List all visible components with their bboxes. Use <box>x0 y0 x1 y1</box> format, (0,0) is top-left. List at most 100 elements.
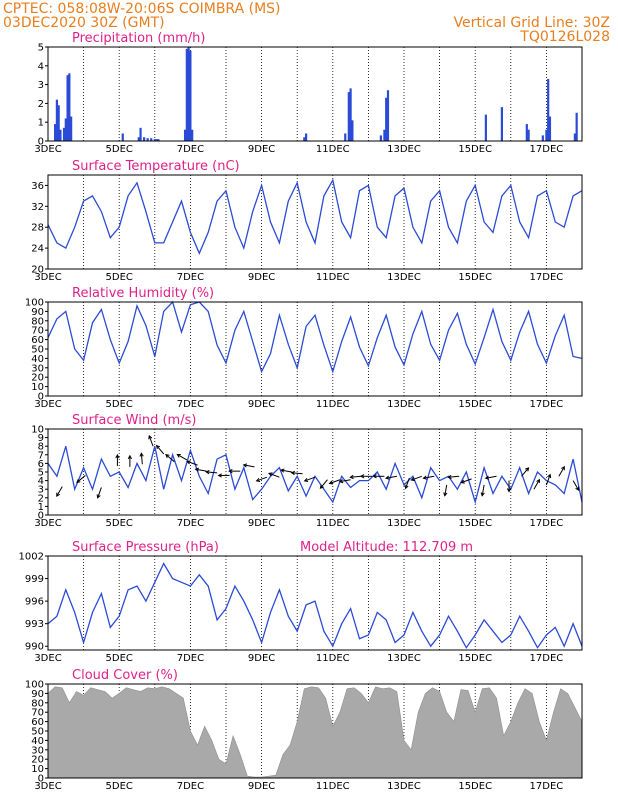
x-tick-label: 17DEC <box>530 144 564 155</box>
wind-arrow-head <box>115 453 120 459</box>
y-tick-label: 28 <box>31 223 44 234</box>
panel-frame <box>47 301 583 397</box>
wind-arrow-head <box>155 444 161 450</box>
wind-arrow-shaft <box>156 445 165 455</box>
x-tick-label: 9DEC <box>248 399 275 410</box>
precip-bar <box>68 73 71 141</box>
precip-bar <box>157 139 160 141</box>
x-tick-label: 13DEC <box>387 653 421 664</box>
panel-2: 3DEC 5DEC 7DEC 9DEC 11DEC 13DEC 15DEC 17DEC 0102… <box>25 286 583 410</box>
y-tick-label: 70 <box>31 708 44 719</box>
y-tick-label: 50 <box>31 727 44 738</box>
panel-frame <box>47 46 583 142</box>
precip-bar <box>541 135 544 141</box>
wind-arrow-head <box>410 477 415 482</box>
panel-title: Cloud Cover (%) <box>72 668 178 683</box>
precip-bar <box>351 120 354 141</box>
wind-arrow-head <box>536 478 540 484</box>
wind-arrow-head <box>165 453 170 459</box>
wind-arrow-head <box>205 470 210 475</box>
wind-arrow-head <box>422 475 427 480</box>
panel-4: 3DEC 5DEC 7DEC 9DEC 11DEC 13DEC 15DEC 17DEC 990 9… <box>19 540 583 664</box>
x-tick-label: 17DEC <box>530 272 564 283</box>
panel-frame <box>47 428 583 516</box>
wind-arrow-shaft <box>280 469 292 473</box>
y-tick-label: 3 <box>38 80 44 91</box>
y-tick-label: 993 <box>25 619 44 630</box>
y-tick-label: 24 <box>31 244 44 255</box>
wind-arrow-head <box>186 460 191 465</box>
y-tick-label: 1 <box>38 502 44 513</box>
panel-title: Surface Pressure (hPa) <box>72 540 219 555</box>
y-tick-label: 1002 <box>19 552 44 563</box>
precip-bar <box>55 99 58 141</box>
x-tick-label: 7DEC <box>177 518 204 529</box>
x-tick-label: 5DEC <box>106 781 133 792</box>
wind-arrow-shaft <box>545 474 551 486</box>
y-tick-label: 40 <box>31 736 44 747</box>
precip-bar <box>143 137 146 141</box>
y-tick-label: 0 <box>38 774 44 785</box>
x-tick-label: 5DEC <box>106 518 133 529</box>
x-tick-label: 3DEC <box>34 781 61 792</box>
wind-arrow-head <box>385 475 390 480</box>
precip-bar <box>183 129 187 141</box>
wind-arrow-head <box>217 473 222 478</box>
precip-bar <box>305 133 308 141</box>
wind-arrow-shaft <box>485 475 497 479</box>
wind-arrow-head <box>349 474 354 480</box>
precip-bar <box>62 127 66 141</box>
y-tick-label: 990 <box>25 642 44 653</box>
wind-arrow-head <box>176 453 181 458</box>
precip-bar <box>150 138 153 141</box>
wind-arrow-head <box>525 467 530 472</box>
wind-arrow-shaft <box>423 475 435 479</box>
x-tick-label: 9DEC <box>248 781 275 792</box>
precip-bar <box>121 133 124 141</box>
wind-arrow-head <box>279 468 285 473</box>
x-tick-label: 3DEC <box>34 653 61 664</box>
y-tick-label: 80 <box>31 698 44 709</box>
precip-bar <box>573 133 576 141</box>
wind-arrow-head <box>338 479 344 484</box>
y-tick-label: 9 <box>38 433 44 444</box>
panel-frame <box>47 555 583 651</box>
precip-bar <box>575 112 578 141</box>
precip-bar <box>303 137 306 141</box>
wind-arrow-head <box>561 465 565 471</box>
x-tick-label: 7DEC <box>177 781 204 792</box>
wind-arrow-head <box>484 475 490 480</box>
wind-arrow-head <box>319 484 324 489</box>
wind-arrow-head <box>404 484 409 490</box>
wind-arrow-head <box>139 452 144 457</box>
y-tick-label: 90 <box>31 689 44 700</box>
wind-arrow-shaft <box>521 467 529 477</box>
wind-arrow-shaft <box>405 477 410 489</box>
x-tick-label: 5DEC <box>106 144 133 155</box>
wind-arrow-head <box>290 470 295 476</box>
wind-arrow-head <box>96 494 101 499</box>
wind-arrow-shaft <box>195 468 207 472</box>
wind-arrow-head <box>575 486 580 492</box>
precip-bar <box>137 137 140 141</box>
wind-arrow-shaft <box>268 472 280 478</box>
precip-bar <box>59 129 62 141</box>
x-tick-label: 7DEC <box>177 144 204 155</box>
header-model-id: TQ0126L028 <box>519 29 610 45</box>
y-tick-label: 36 <box>31 181 44 192</box>
x-tick-label: 5DEC <box>106 653 133 664</box>
y-tick-label: 70 <box>31 326 44 337</box>
wind-arrow-shaft <box>243 464 255 468</box>
wind-arrow-shaft <box>481 484 485 496</box>
x-tick-label: 3DEC <box>34 399 61 410</box>
y-tick-label: 7 <box>38 450 44 461</box>
x-tick-label: 15DEC <box>458 144 492 155</box>
x-tick-label: 15DEC <box>458 399 492 410</box>
wind-arrow-shaft <box>339 479 351 483</box>
wind-arrow-shaft <box>140 453 143 465</box>
wind-arrow-shaft <box>165 454 175 463</box>
wind-arrow-head <box>480 492 485 497</box>
wind-arrow-head <box>76 479 81 484</box>
wind-arrow-shaft <box>385 475 397 479</box>
panel-title: Surface Temperature (nC) <box>72 159 240 174</box>
